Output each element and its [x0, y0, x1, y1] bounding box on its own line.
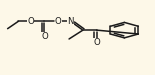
Text: O: O: [93, 38, 100, 47]
Text: N: N: [67, 17, 74, 26]
Text: O: O: [55, 17, 62, 26]
Text: O: O: [27, 17, 34, 26]
Text: O: O: [41, 32, 48, 40]
